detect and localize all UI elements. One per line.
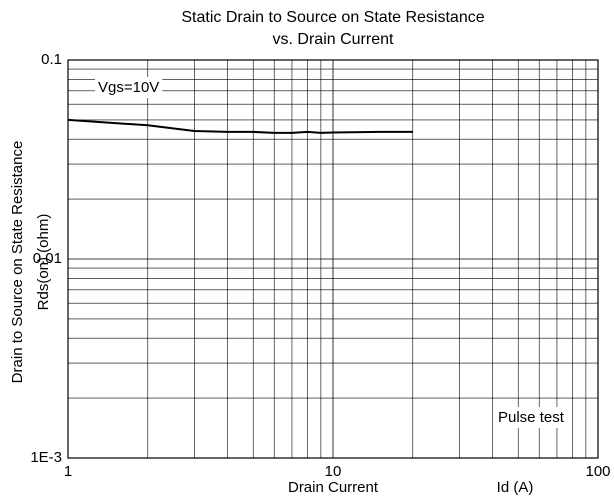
data-line <box>67 118 413 134</box>
y-tick-label: 0.01 <box>33 250 62 267</box>
plot-frame <box>67 59 599 459</box>
chart-title: Static Drain to Source on State Resistan… <box>181 9 484 26</box>
chart-title: vs. Drain Current <box>273 31 394 48</box>
y-tick-label: 0.1 <box>41 51 62 68</box>
annotation-bg <box>495 406 568 428</box>
y-tick-label: 1E-3 <box>30 449 62 466</box>
annotation: Vgs=10V <box>98 79 159 96</box>
x-tick-label: 100 <box>585 463 610 480</box>
y-axis-label: Drain to Source on State Resistance <box>9 141 26 384</box>
x-axis-label: Drain Current <box>288 479 379 496</box>
x-tick-label: 10 <box>325 463 342 480</box>
annotation: Pulse test <box>498 409 565 426</box>
y-axis-label: Rds(on) (ohm) <box>35 214 52 311</box>
annotation-bg <box>95 76 163 98</box>
x-axis-label: Id (A) <box>497 479 534 496</box>
x-tick-label: 1 <box>64 463 72 480</box>
